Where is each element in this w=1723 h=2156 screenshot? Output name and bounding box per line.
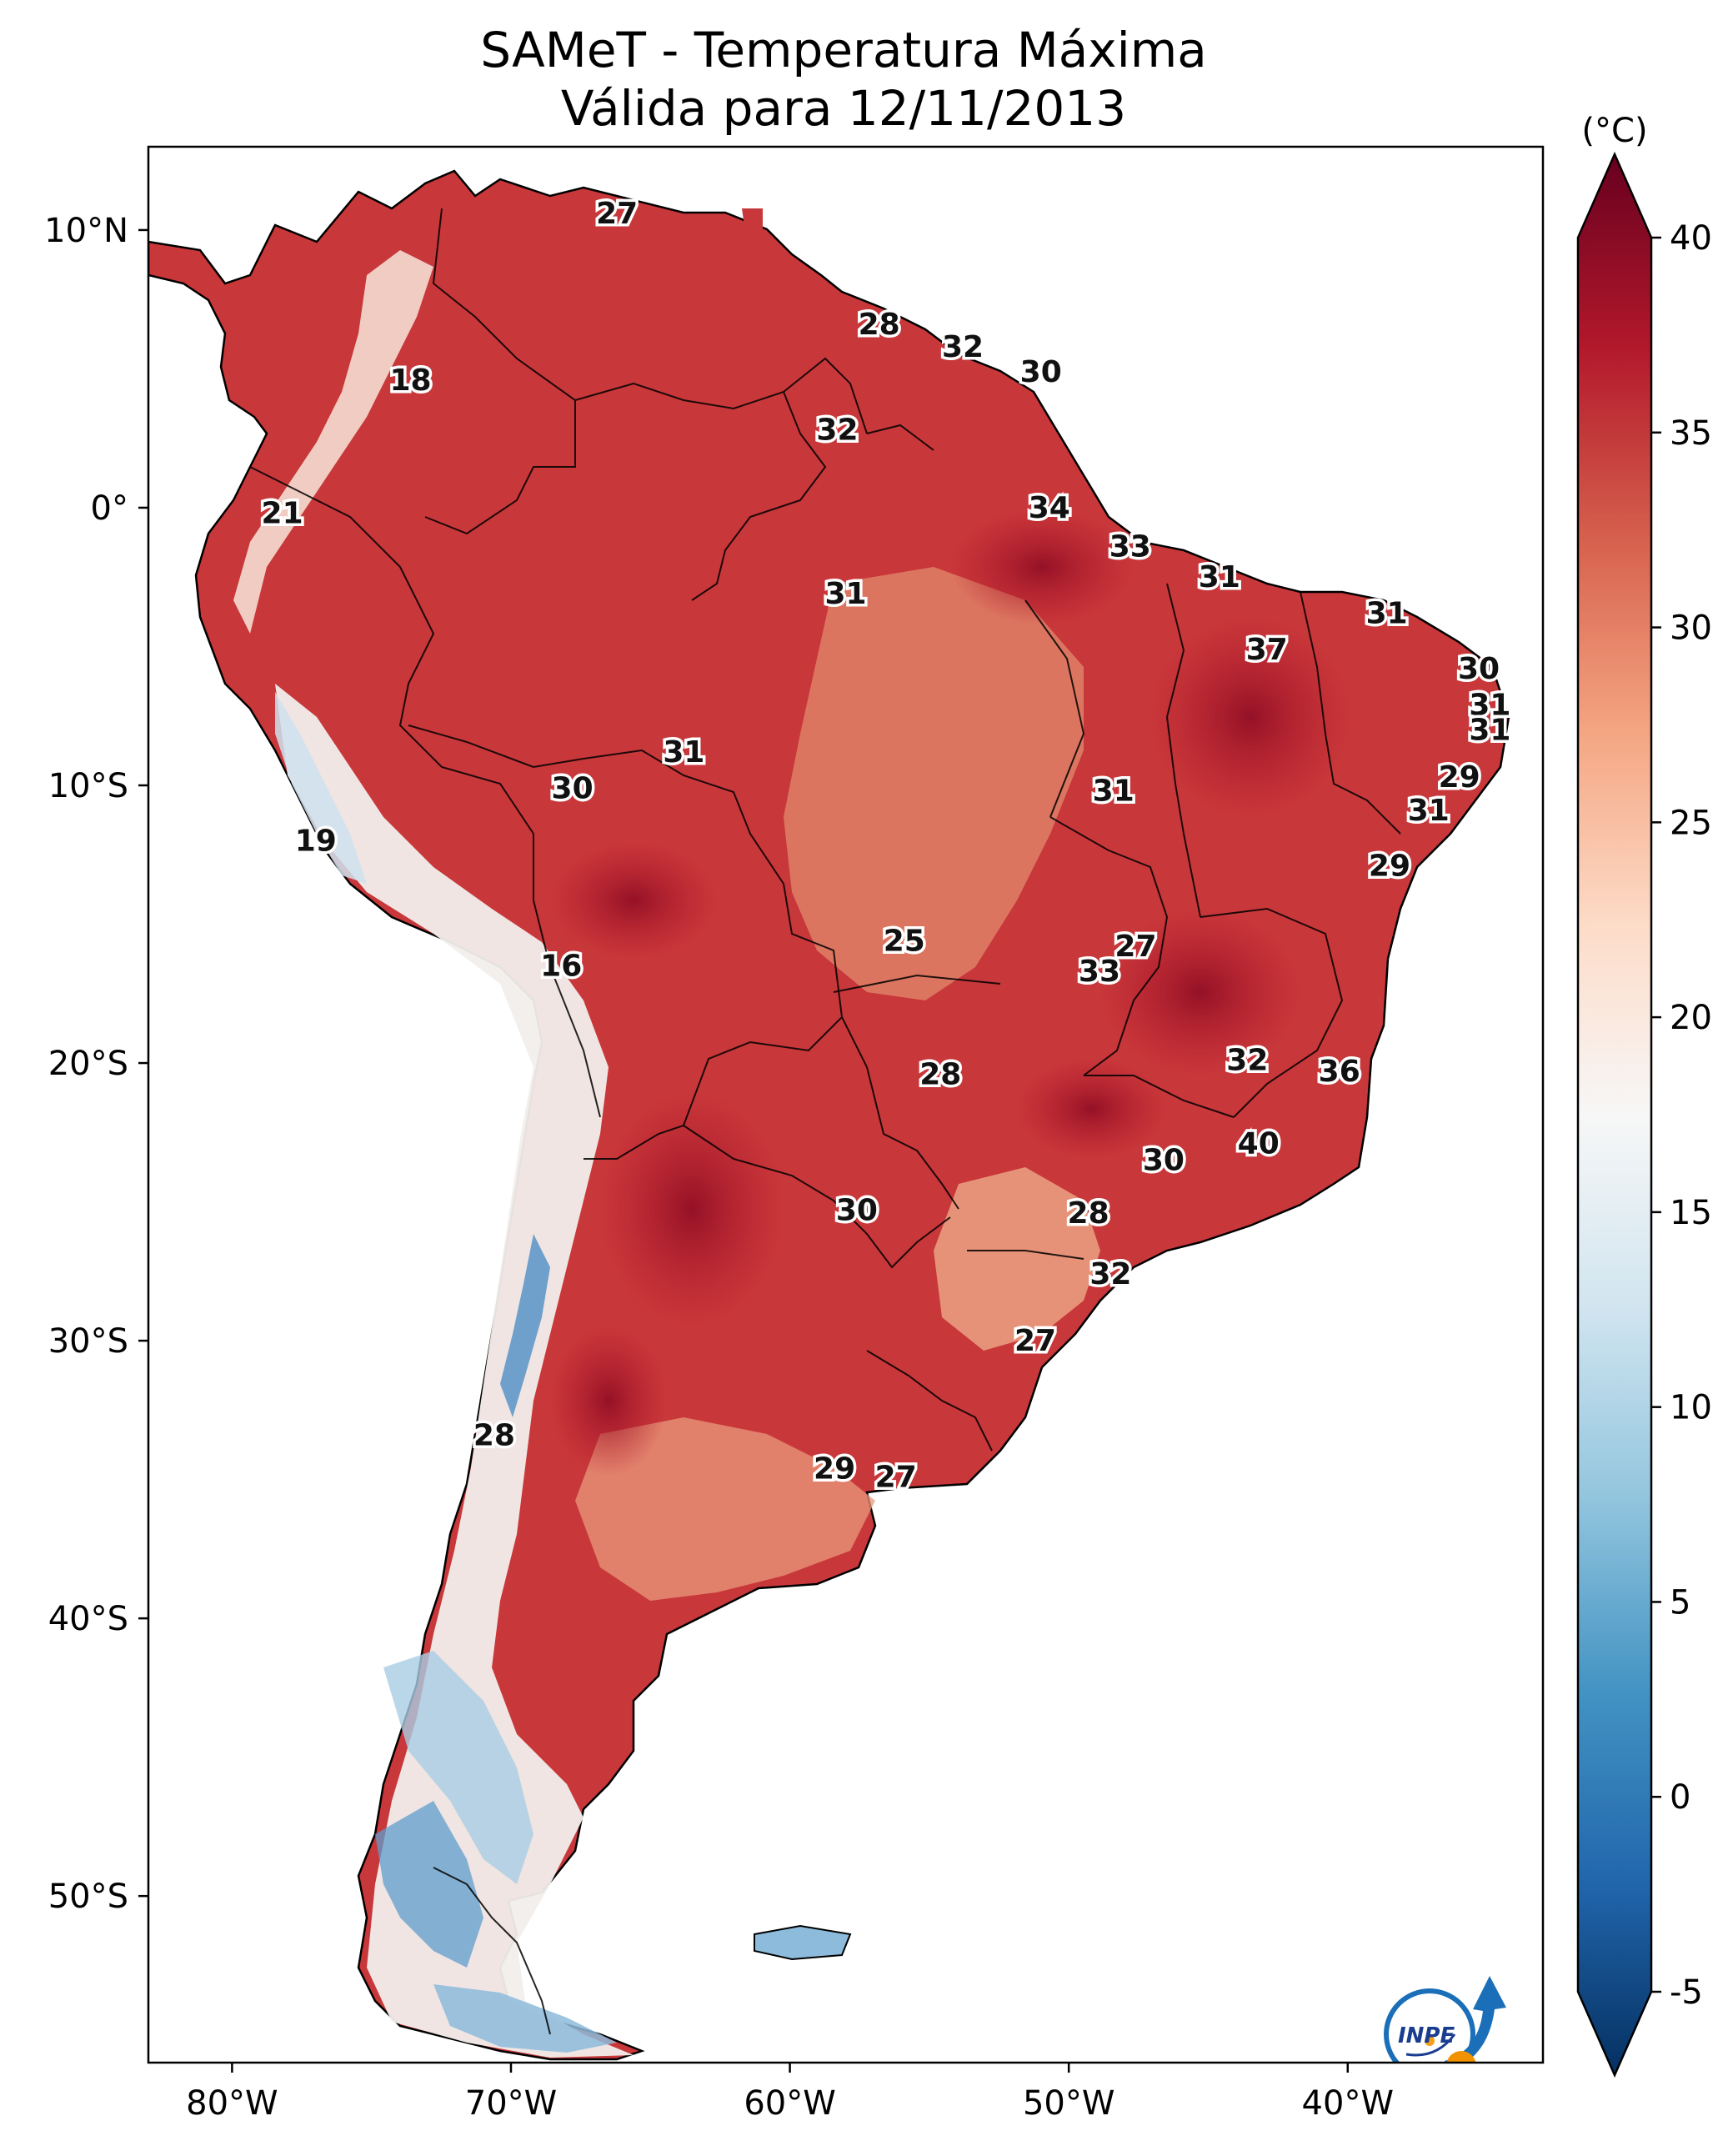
station-value: 30 xyxy=(1020,355,1062,389)
patagonia-cold xyxy=(375,1801,483,1968)
station-value: 31 xyxy=(1469,713,1510,747)
station-value: 30 xyxy=(836,1194,878,1228)
lat-tick-label: 40°S xyxy=(48,1600,128,1638)
hot-core-amazon xyxy=(950,509,1134,625)
station-value: 29 xyxy=(814,1452,855,1486)
station-value: 37 xyxy=(1246,633,1288,667)
hot-core-minas xyxy=(1100,909,1300,1075)
hot-core-northeast xyxy=(1150,617,1350,817)
station-value: 32 xyxy=(1226,1044,1268,1078)
station-value: 33 xyxy=(1109,530,1151,564)
station-value: 31 xyxy=(1408,794,1450,828)
station-value: 21 xyxy=(262,497,303,531)
latitude-axis: 10°N 0° 10°S 20°S 30°S 40°S 50°S xyxy=(44,212,148,1916)
station-value: 32 xyxy=(816,414,858,448)
lat-tick-label: 30°S xyxy=(48,1322,128,1361)
station-value: 34 xyxy=(1029,491,1070,525)
hot-core-cuyo xyxy=(550,1326,667,1476)
colorbar-unit: (°C) xyxy=(1581,112,1647,150)
station-value: 31 xyxy=(1093,775,1134,809)
lon-tick-label: 70°W xyxy=(465,2084,557,2123)
inpe-logo-icon: INPE xyxy=(1384,1976,1506,2063)
station-value: 31 xyxy=(824,577,866,611)
pampas-mild xyxy=(575,1417,875,1601)
station-value: 32 xyxy=(1089,1257,1131,1291)
map-frame xyxy=(147,145,1545,2064)
lat-tick-label: 10°N xyxy=(44,212,128,250)
lon-tick-label: 50°W xyxy=(1023,2084,1114,2123)
andes-cool-band xyxy=(275,684,634,2058)
trinidad-island xyxy=(742,208,763,238)
station-value: 33 xyxy=(1079,955,1120,989)
station-value: 27 xyxy=(596,197,638,231)
colorbar: (°C) 40 35 30 25 20 15 10 5 0 -5 xyxy=(1576,112,1712,2078)
colorbar-tick-label: 40 xyxy=(1670,219,1712,258)
station-value: 30 xyxy=(552,771,594,805)
peru-cool-highlands xyxy=(275,692,367,884)
station-value: 19 xyxy=(295,825,337,859)
colorbar-tick-label: 0 xyxy=(1670,1778,1690,1817)
lat-tick-label: 10°S xyxy=(48,767,128,805)
station-value: 28 xyxy=(859,308,900,342)
lon-tick-label: 80°W xyxy=(186,2084,278,2123)
colorbar-tick-label: 20 xyxy=(1670,999,1712,1037)
patagonia-cool xyxy=(383,1651,533,1884)
station-value: 29 xyxy=(1369,850,1410,884)
station-value: 18 xyxy=(389,364,431,398)
lon-tick-label: 40°W xyxy=(1302,2084,1394,2123)
country-borders xyxy=(249,208,1401,2035)
colorbar-ticks: 40 35 30 25 20 15 10 5 0 -5 xyxy=(1651,219,1712,2012)
south-brazil-mild xyxy=(934,1167,1100,1351)
station-value: 27 xyxy=(1014,1324,1056,1358)
station-value: 32 xyxy=(942,330,984,364)
station-value: 28 xyxy=(919,1057,961,1091)
station-value: 29 xyxy=(1439,760,1480,795)
station-value: 36 xyxy=(1319,1055,1360,1089)
station-value: 31 xyxy=(1366,597,1408,631)
colorbar-tick-label: 15 xyxy=(1670,1194,1712,1232)
station-value: 31 xyxy=(663,735,704,770)
station-value: 25 xyxy=(884,925,925,959)
lat-tick-label: 20°S xyxy=(48,1045,128,1083)
station-value: 27 xyxy=(875,1460,917,1494)
colombia-andes-cool xyxy=(233,250,433,634)
longitude-axis: 80°W 70°W 60°W 50°W 40°W xyxy=(186,2063,1394,2123)
map-title-line2: Válida para 12/11/2013 xyxy=(561,80,1126,137)
hot-core-chaco xyxy=(600,1092,784,1326)
hot-core-saopaulo xyxy=(1017,1059,1167,1159)
lat-tick-label: 0° xyxy=(91,489,128,528)
colorbar-tick-label: 35 xyxy=(1670,414,1712,453)
station-value: 31 xyxy=(1469,688,1510,722)
station-value: 30 xyxy=(1143,1144,1185,1178)
station-value: 16 xyxy=(540,949,582,983)
lat-tick-label: 50°S xyxy=(48,1878,128,1916)
falkland-islands xyxy=(754,1924,852,1961)
hot-core-bolivia xyxy=(550,842,717,959)
colorbar-tick-label: 10 xyxy=(1670,1389,1712,1427)
lon-tick-label: 60°W xyxy=(744,2084,835,2123)
map-title-line1: SAMeT - Temperatura Máxima xyxy=(480,22,1207,78)
station-value: 40 xyxy=(1238,1127,1280,1161)
station-value: 27 xyxy=(1114,930,1156,964)
colorbar-tick-label: 30 xyxy=(1670,609,1712,648)
inpe-logo-text: INPE xyxy=(1398,2023,1455,2048)
central-brazil-mild xyxy=(784,567,1084,1000)
station-value: 30 xyxy=(1458,652,1500,686)
colorbar-tick-label: 5 xyxy=(1670,1583,1690,1622)
station-value: 31 xyxy=(1199,560,1240,594)
chile-cold-ridge xyxy=(500,1234,550,1417)
station-value: 28 xyxy=(473,1418,515,1452)
colorbar-tick-label: 25 xyxy=(1670,804,1712,842)
tierra-del-fuego-cool xyxy=(433,1984,617,2053)
station-value: 28 xyxy=(1068,1196,1109,1231)
colorbar-tick-label: -5 xyxy=(1670,1973,1703,2012)
colorbar-bar xyxy=(1576,151,1653,2078)
